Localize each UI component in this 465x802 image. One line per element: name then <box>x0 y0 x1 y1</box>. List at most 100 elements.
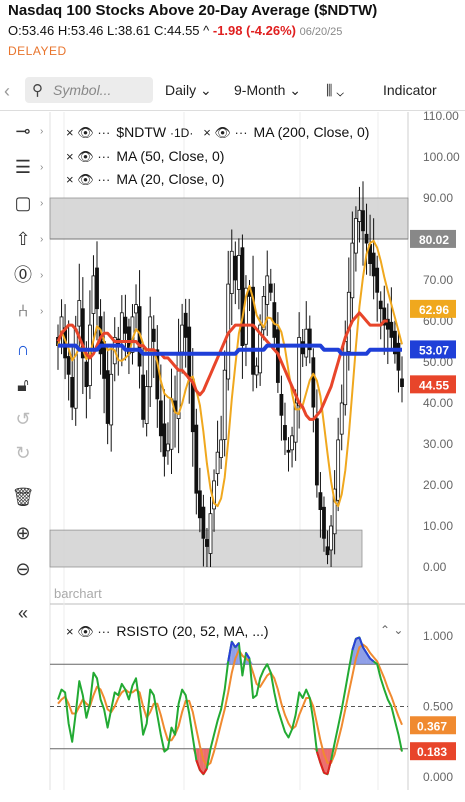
fork-icon[interactable]: ⑃ <box>17 301 29 321</box>
candle-body <box>119 312 124 343</box>
chevron-right-icon: › <box>40 198 44 209</box>
chevron-right-icon: › <box>40 162 44 173</box>
indicators-button[interactable]: Indicator <box>383 82 437 98</box>
price-badge-close <box>410 375 456 394</box>
candle-body <box>80 308 85 359</box>
interval-select[interactable]: Daily ⌄ <box>165 82 212 99</box>
candle-body <box>339 402 344 435</box>
price-change: -1.98 (-4.26%) <box>212 23 296 38</box>
legend-symbol: $NDTW <box>116 124 167 140</box>
candle-body <box>318 492 323 510</box>
candle-body <box>265 275 270 305</box>
legend-controls[interactable]: × 👁 ··· <box>66 125 111 140</box>
chevron-down-icon: ⌄ <box>336 82 344 98</box>
quote-date: 06/20/25 <box>299 26 343 38</box>
candle-body <box>105 370 110 424</box>
candle-body <box>393 330 397 355</box>
unlock-icon[interactable]: 🔓︎ <box>17 375 29 395</box>
rectangle-select-icon[interactable]: ▢ <box>14 193 32 213</box>
symbol-search-input[interactable]: ⚲ Symbol... <box>25 77 153 103</box>
arrow-up-icon[interactable]: ⇧ <box>15 229 31 249</box>
candle-body <box>364 233 369 244</box>
candle-body <box>84 361 89 388</box>
magnet-icon[interactable]: ∩ <box>16 339 30 359</box>
candle-body <box>251 286 255 375</box>
rsi-overbought-segment <box>365 652 371 660</box>
interval-label: Daily <box>165 82 197 98</box>
collapse-icon[interactable]: « <box>17 603 28 623</box>
candle-body <box>180 324 185 353</box>
candle-body <box>279 393 284 416</box>
legend-rsi: RSISTO (20, 52, MA, ...) <box>116 623 269 639</box>
ma20-line <box>57 239 403 508</box>
candle-body <box>134 304 138 314</box>
redo-icon[interactable]: ↻ <box>15 443 31 463</box>
candle-body <box>158 400 163 437</box>
chart-type-button[interactable]: ⫼ ⌄ <box>326 82 344 99</box>
main-legend-row-3: × 👁 ··· MA (20, Close, 0) <box>66 171 224 188</box>
candle-body <box>201 506 206 539</box>
scroll-left-icon[interactable]: ‹ <box>4 81 10 101</box>
crosshair-icon[interactable]: ⊸ <box>15 121 31 141</box>
range-select[interactable]: 9-Month ⌄ <box>234 82 301 99</box>
rsi-y-tick-label: 1.000 <box>423 629 453 643</box>
candle-body <box>332 488 337 535</box>
candle-body <box>353 218 358 254</box>
text-lines-icon[interactable]: ☰ <box>14 157 32 177</box>
pane-down-icon[interactable]: ⌄ <box>393 623 404 637</box>
y-tick-label: 10.00 <box>423 519 453 533</box>
y-tick-label: 100.00 <box>423 150 460 164</box>
candle-body <box>95 267 99 310</box>
candle-body <box>361 210 365 232</box>
price-badge-label-close: 44.55 <box>419 378 449 392</box>
rsi-overbought-fill <box>359 637 363 665</box>
chevron-right-icon: › <box>40 126 44 137</box>
y-tick-label: 50.00 <box>423 355 453 369</box>
candle-body <box>400 378 404 387</box>
rsi-oversold-segment <box>202 768 208 775</box>
candle-body <box>293 402 298 443</box>
ma50-line <box>56 311 388 421</box>
rsi-legend: × 👁 ··· RSISTO (20, 52, MA, ...) <box>66 623 269 640</box>
chevron-right-icon: › <box>40 306 44 317</box>
candle-body <box>304 328 309 358</box>
trash-icon[interactable]: 🗑︎ <box>11 487 35 507</box>
candle-body <box>91 275 96 314</box>
rsi-controls[interactable]: × 👁 ··· <box>66 624 111 639</box>
candle-body <box>286 449 291 453</box>
ma20-controls[interactable]: × 👁 ··· <box>66 172 111 187</box>
ma200-controls[interactable]: × 👁 ··· <box>203 125 248 140</box>
candle-body <box>343 341 348 406</box>
pane-arrows[interactable]: ⌃ ⌄ <box>380 623 403 637</box>
candle-body <box>300 341 305 355</box>
main-legend-row-1: × 👁 ··· $NDTW ·1D· × 👁 ··· MA (200, Close,… <box>66 124 369 141</box>
shaded-zone <box>49 529 363 568</box>
chevron-down-icon: ⌄ <box>200 82 212 98</box>
rsi-overbought-segment <box>234 642 240 648</box>
y-tick-label: 40.00 <box>423 396 453 410</box>
zero-circle-icon[interactable]: ⓪ <box>14 265 32 285</box>
watermark: barchart <box>54 586 102 601</box>
chevron-right-icon: › <box>40 234 44 245</box>
undo-icon[interactable]: ↺ <box>15 409 31 429</box>
candle-body <box>283 425 287 441</box>
pane-up-icon[interactable]: ⌃ <box>380 623 391 637</box>
search-icon: ⚲ <box>32 82 43 99</box>
price-badge-zone-top <box>410 229 456 248</box>
chevron-down-icon: ⌄ <box>289 82 301 98</box>
ma50-controls[interactable]: × 👁 ··· <box>66 149 111 164</box>
zoom-out-icon[interactable]: ⊖ <box>15 559 31 579</box>
candle-body <box>375 267 380 293</box>
search-placeholder: Symbol... <box>53 82 112 98</box>
price-badge-label-ma200: 53.07 <box>419 343 449 357</box>
candle-body <box>244 287 248 345</box>
candle-body <box>73 328 78 409</box>
candle-body <box>350 242 355 299</box>
candle-body <box>382 307 387 326</box>
zoom-in-icon[interactable]: ⊕ <box>15 523 31 543</box>
chart-toolbar: ‹ ⚲ Symbol... Daily ⌄ 9-Month ⌄ ⫼ ⌄ Indi… <box>0 72 465 111</box>
candle-body <box>141 374 146 420</box>
candle-body <box>254 365 259 376</box>
legend-interval: ·1D· <box>169 126 194 140</box>
